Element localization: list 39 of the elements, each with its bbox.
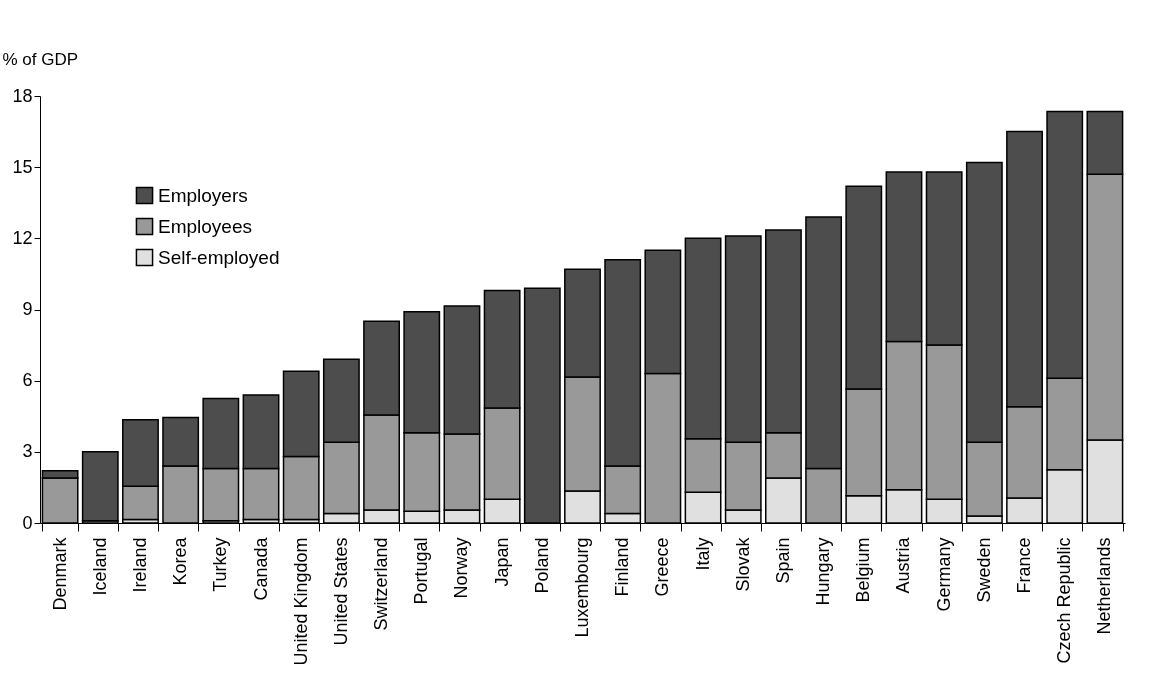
legend-label: Employers <box>158 184 248 206</box>
x-tick-label: United States <box>330 537 351 646</box>
x-tick-label: Hungary <box>813 537 834 606</box>
x-tick-label: Spain <box>772 537 793 584</box>
x-tick-label: Denmark <box>49 536 70 611</box>
x-tick-label: Luxembourg <box>572 537 592 638</box>
y-tick-label: 12 <box>12 227 33 248</box>
x-tick-label: Ireland <box>129 537 150 593</box>
x-tick-label: Sweden <box>973 537 994 603</box>
y-tick-label: 9 <box>22 299 33 319</box>
x-tick-label: Italy <box>692 537 713 571</box>
x-tick-label: Norway <box>451 537 472 599</box>
legend-label: Employees <box>158 215 252 237</box>
x-tick-label: Iceland <box>89 537 110 596</box>
x-tick-label: Czech Republic <box>1054 537 1075 664</box>
x-tick-label: Belgium <box>853 537 874 603</box>
x-tick-label: Switzerland <box>371 537 392 631</box>
x-tick-label: Turkey <box>210 537 231 592</box>
y-axis-title: % of GDP <box>2 49 79 69</box>
x-tick-label: Japan <box>491 537 512 587</box>
x-tick-label: Germany <box>933 537 954 612</box>
x-tick-label: France <box>1014 537 1035 594</box>
bar <box>81 451 119 522</box>
x-tick-label: United Kingdom <box>290 537 311 666</box>
x-tick-label: Portugal <box>411 537 432 605</box>
y-tick-label: 15 <box>12 156 33 177</box>
x-tick-label: Slovak <box>732 536 753 592</box>
x-tick-label: Poland <box>531 537 552 594</box>
x-tick-label: Greece <box>652 537 673 597</box>
x-tick-label: Austria <box>893 536 914 594</box>
x-tick-label: Canada <box>250 536 271 601</box>
y-tick-label: 6 <box>22 370 33 391</box>
x-tick-label: Korea <box>170 536 191 586</box>
y-tick-label: 3 <box>22 441 33 462</box>
y-tick-label: 0 <box>22 512 33 533</box>
y-tick-label: 18 <box>12 85 33 106</box>
x-tick-label: Finland <box>612 537 633 597</box>
x-tick-label: Netherlands <box>1094 537 1115 635</box>
legend-label: Self-employed <box>158 246 280 268</box>
